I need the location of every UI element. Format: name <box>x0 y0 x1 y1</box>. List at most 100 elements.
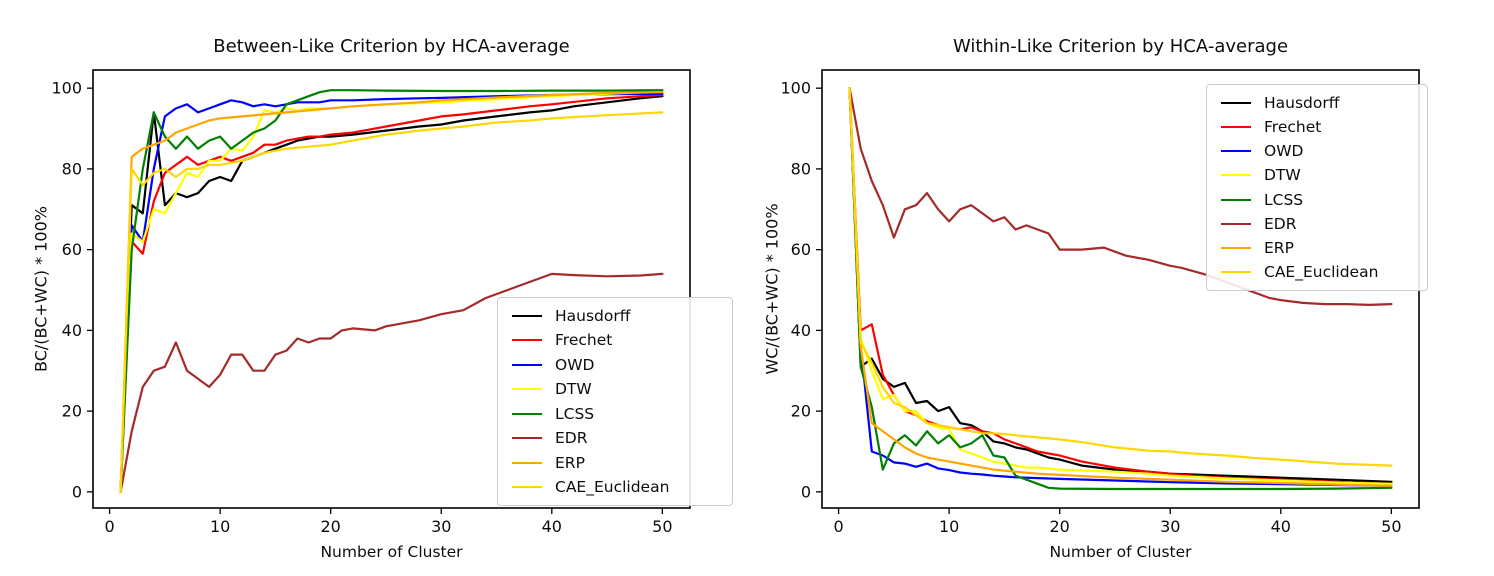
legend-label: Frechet <box>555 331 613 350</box>
series-line-owd <box>848 87 1393 487</box>
series-line-hausdorff <box>119 95 664 493</box>
y-tick-label: 20 <box>62 402 82 421</box>
legend-line-swatch <box>1221 174 1251 177</box>
legend-label: Hausdorff <box>555 307 631 325</box>
legend-label: CAE_Euclidean <box>1264 262 1379 281</box>
legend-label: DTW <box>555 380 592 399</box>
series-line-dtw <box>119 90 664 493</box>
legend-line-swatch <box>512 437 542 440</box>
y-tick-label: 60 <box>791 240 811 259</box>
series-line-lcss <box>119 89 664 493</box>
legend-label: CAE_Euclidean <box>555 477 670 496</box>
left-y-axis-label: BC/(BC+WC) * 100% <box>31 206 51 372</box>
legend-item-owd: OWD <box>1217 140 1417 162</box>
legend-label: Hausdorff <box>1264 94 1340 112</box>
legend-line-swatch <box>1221 270 1251 273</box>
legend-item-erp: ERP <box>508 452 722 474</box>
legend-label: OWD <box>1264 142 1304 161</box>
legend-item-frechet: Frechet <box>508 329 722 351</box>
x-tick-label: 50 <box>652 517 672 536</box>
y-tick-label: 0 <box>72 482 82 501</box>
legend-item-cae_euclidean: CAE_Euclidean <box>1217 261 1417 283</box>
legend-line-swatch <box>1221 126 1251 129</box>
series-line-erp <box>119 91 664 493</box>
series-line-edr <box>848 87 1393 306</box>
legend-line-swatch <box>512 485 542 488</box>
legend-label: ERP <box>1264 238 1294 257</box>
y-tick-label: 20 <box>791 402 811 421</box>
y-tick-label: 100 <box>51 79 82 98</box>
legend-label: EDR <box>555 429 588 448</box>
legend-item-erp: ERP <box>1217 237 1417 259</box>
legend-item-frechet: Frechet <box>1217 116 1417 138</box>
series-line-cae_euclidean <box>848 87 1393 467</box>
legend-label: LCSS <box>1264 190 1304 209</box>
y-tick-label: 80 <box>62 159 82 178</box>
x-tick-label: 40 <box>542 517 562 536</box>
right-y-axis-label: WC/(BC+WC) * 100% <box>762 203 782 375</box>
series-line-hausdorff <box>848 87 1393 483</box>
legend-label: EDR <box>1264 214 1297 233</box>
legend-item-owd: OWD <box>508 354 722 376</box>
within-like-plot-area: 0 10 20 30 40 50 0 20 40 60 80 100 <box>780 69 1420 536</box>
legend-line-swatch <box>512 461 542 464</box>
within-like-chart: 0 10 20 30 40 50 0 20 40 60 80 100 Within-Like Crit… <box>747 0 1494 576</box>
legend-line-swatch <box>512 339 542 342</box>
left-chart-title: Between-Like Criterion by HCA-average <box>213 36 570 57</box>
x-tick-label: 10 <box>210 517 230 536</box>
x-tick-label: 20 <box>321 517 341 536</box>
series-line-edr <box>119 272 664 493</box>
x-tick-label: 0 <box>104 517 114 536</box>
legend-line-swatch <box>1221 102 1251 104</box>
legend-item-edr: EDR <box>1217 213 1417 235</box>
y-tick-label: 100 <box>780 79 811 98</box>
x-tick-label: 20 <box>1050 517 1070 536</box>
axes-frame <box>92 69 691 509</box>
legend-item-lcss: LCSS <box>1217 189 1417 211</box>
legend-label: DTW <box>1264 166 1301 185</box>
legend-item-lcss: LCSS <box>508 403 722 425</box>
right-x-axis-label: Number of Cluster <box>1049 543 1192 561</box>
series-line-cae_euclidean <box>119 111 664 493</box>
y-tick-label: 0 <box>801 482 811 501</box>
series-line-owd <box>119 92 664 493</box>
series-line-erp <box>848 87 1393 487</box>
between-like-plot-area: 0 10 20 30 40 50 0 20 40 60 80 100 <box>51 69 691 536</box>
legend-line-swatch <box>512 388 542 391</box>
x-tick-label: 10 <box>939 517 959 536</box>
legend-line-swatch <box>1221 222 1251 225</box>
legend-item-dtw: DTW <box>1217 164 1417 186</box>
left-x-axis-label: Number of Cluster <box>320 543 463 561</box>
legend-line-swatch <box>512 363 542 366</box>
right-chart-legend: Hausdorff Frechet OWD DTW LCSS EDR ERP CAE_Eucl… <box>1206 84 1428 291</box>
left-chart-legend: Hausdorff Frechet OWD DTW LCSS EDR ERP CAE_Eucl… <box>497 297 733 506</box>
legend-item-hausdorff: Hausdorff <box>1217 92 1417 114</box>
x-tick-label: 30 <box>1160 517 1180 536</box>
between-like-chart: 0 10 20 30 40 50 0 20 40 60 80 100 Between-Like Cri… <box>31 36 733 561</box>
y-tick-label: 80 <box>791 159 811 178</box>
series-line-frechet <box>119 93 664 493</box>
legend-item-edr: EDR <box>508 427 722 449</box>
legend-label: LCSS <box>555 404 595 423</box>
y-tick-label: 40 <box>62 321 82 340</box>
right-chart-title: Within-Like Criterion by HCA-average <box>952 36 1289 57</box>
y-tick-label: 60 <box>62 240 82 259</box>
legend-line-swatch <box>1221 198 1251 201</box>
legend-line-swatch <box>512 315 542 317</box>
legend-label: ERP <box>555 453 585 472</box>
legend-line-swatch <box>512 412 542 415</box>
legend-item-dtw: DTW <box>508 378 722 400</box>
x-tick-label: 0 <box>833 517 843 536</box>
legend-item-hausdorff: Hausdorff <box>508 305 722 327</box>
series-line-dtw <box>848 87 1393 485</box>
x-tick-label: 40 <box>1271 517 1291 536</box>
legend-line-swatch <box>1221 150 1251 153</box>
legend-label: OWD <box>555 355 595 374</box>
legend-item-cae_euclidean: CAE_Euclidean <box>508 476 722 498</box>
x-tick-label: 30 <box>431 517 451 536</box>
y-tick-label: 40 <box>791 321 811 340</box>
legend-label: Frechet <box>1264 118 1322 137</box>
x-tick-label: 50 <box>1381 517 1401 536</box>
legend-line-swatch <box>1221 246 1251 249</box>
